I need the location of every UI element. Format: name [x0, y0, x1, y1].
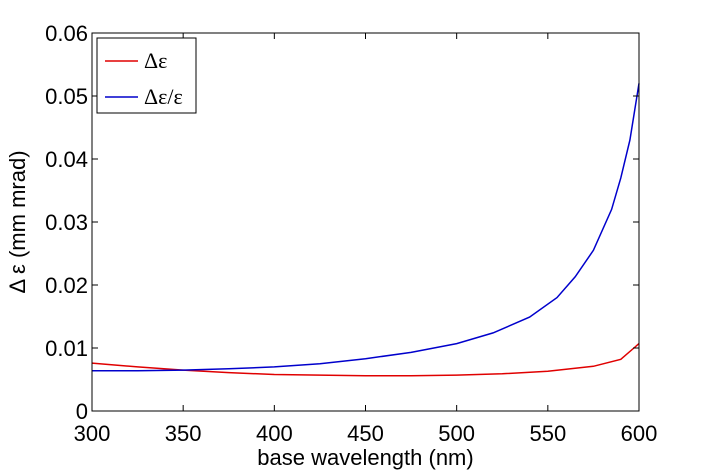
y-tick-label: 0.05	[45, 84, 88, 109]
x-tick-label: 400	[256, 421, 293, 446]
series-line-2	[92, 83, 640, 372]
y-tick-label: 0.06	[45, 21, 88, 46]
tick-layer	[91, 32, 640, 412]
x-tick-label: 500	[438, 421, 475, 446]
y-axis-label: Δ ε (mm mrad)	[5, 150, 30, 293]
x-tick-labels: 300 350 400 450 500 550 600	[74, 421, 658, 446]
x-tick-label: 600	[621, 421, 658, 446]
legend: Δε Δε/ε	[96, 37, 197, 114]
legend-label-2: Δε/ε	[144, 84, 183, 109]
legend-items: Δε Δε/ε	[105, 48, 183, 109]
series-layer	[91, 83, 640, 377]
y-tick-label: 0.02	[45, 273, 88, 298]
legend-label-1: Δε	[144, 48, 167, 73]
x-axis-label: base wavelength (nm)	[257, 445, 473, 470]
x-tick-label: 550	[529, 421, 566, 446]
y-tick-label: 0	[76, 399, 88, 424]
y-tick-label: 0.03	[45, 210, 88, 235]
y-tick-label: 0.01	[45, 336, 88, 361]
y-tick-labels: 0 0.01 0.02 0.03 0.04 0.05 0.06	[45, 21, 88, 424]
x-tick-label: 350	[165, 421, 202, 446]
x-tick-label: 300	[74, 421, 111, 446]
legend-box	[96, 37, 197, 114]
x-tick-label: 450	[347, 421, 384, 446]
y-tick-label: 0.04	[45, 147, 88, 172]
